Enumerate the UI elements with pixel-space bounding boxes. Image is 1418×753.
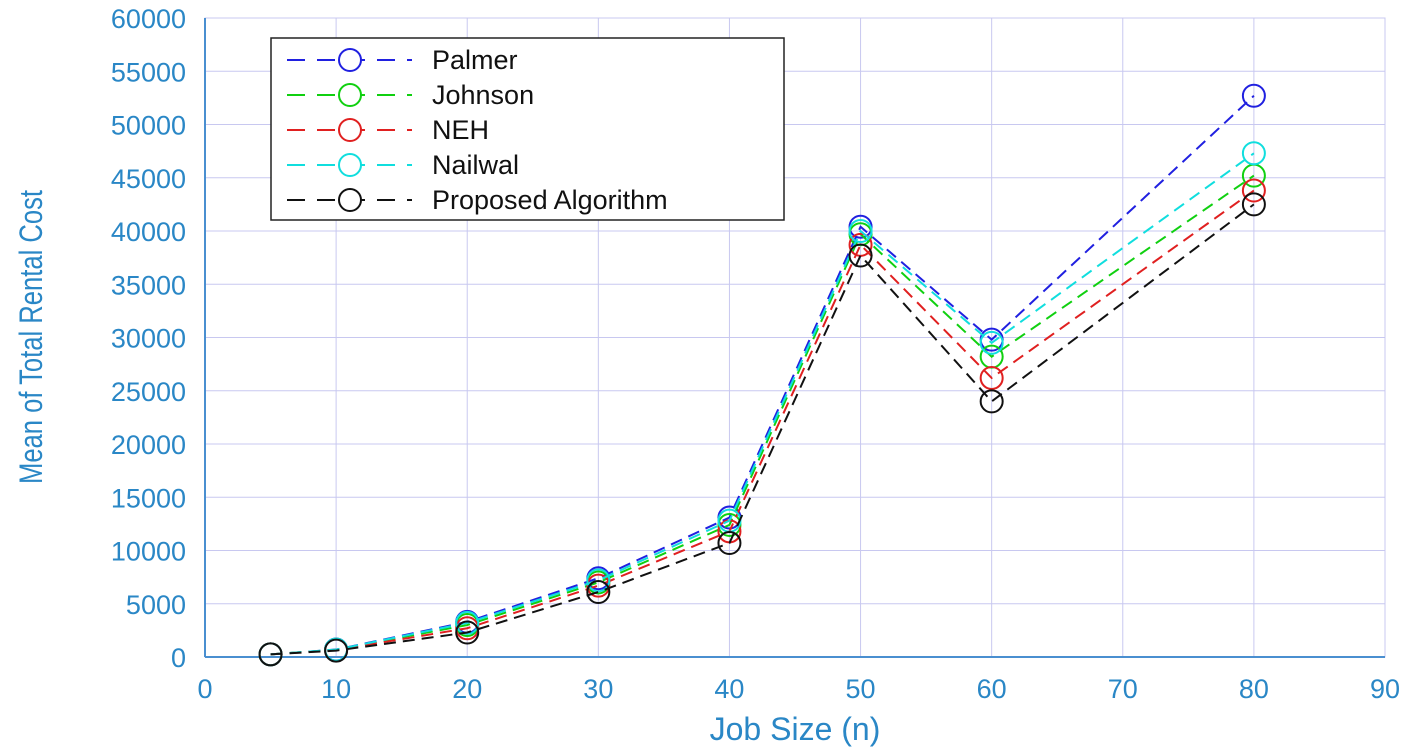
legend-label: Palmer [432, 45, 518, 75]
y-tick-labels: 0 5000 10000 15000 20000 25000 30000 35000 40000… [111, 4, 186, 673]
legend-entry: Nailwal [287, 150, 519, 180]
legend: Palmer Johnson NEH Nailwal Proposed Algorith… [270, 37, 785, 221]
x-tick-label: 90 [1370, 674, 1400, 704]
series-johnson [258, 163, 1266, 667]
y-tick-label: 5000 [126, 590, 186, 620]
legend-entry: Proposed Algorithm [287, 185, 668, 215]
series-line [270, 95, 1255, 656]
x-tick-label: 10 [321, 674, 351, 704]
series-line [270, 203, 1255, 656]
x-tick-label: 20 [452, 674, 482, 704]
x-tick-label: 70 [1108, 674, 1138, 704]
x-tick-label: 30 [583, 674, 613, 704]
data-point [455, 620, 480, 645]
x-tick-label: 80 [1239, 674, 1269, 704]
legend-label: NEH [432, 115, 489, 145]
data-point [1241, 178, 1266, 203]
y-tick-label: 35000 [111, 270, 186, 300]
y-tick-label: 45000 [111, 164, 186, 194]
legend-label: Proposed Algorithm [432, 185, 668, 215]
data-point [1241, 141, 1266, 166]
legend-entry: Johnson [287, 80, 534, 110]
y-tick-label: 0 [171, 643, 186, 673]
data-point [586, 573, 611, 598]
data-point [1241, 192, 1266, 217]
legend-marker [338, 153, 362, 177]
series-line [270, 152, 1255, 656]
series-line [270, 189, 1255, 656]
y-tick-label: 10000 [111, 537, 186, 567]
y-tick-label: 55000 [111, 57, 186, 87]
series-neh [258, 178, 1266, 667]
data-point [979, 389, 1004, 414]
data-point [586, 568, 611, 593]
data-point [717, 531, 742, 556]
data-point [586, 580, 611, 605]
y-tick-label: 25000 [111, 377, 186, 407]
y-tick-label: 30000 [111, 324, 186, 354]
data-point [258, 642, 283, 667]
legend-marker [338, 83, 362, 107]
x-tick-labels: 0 10 20 30 40 50 60 70 80 90 [197, 674, 1400, 704]
data-point [455, 610, 480, 635]
y-tick-label: 60000 [111, 4, 186, 34]
x-tick-label: 0 [197, 674, 212, 704]
x-tick-label: 50 [846, 674, 876, 704]
legend-marker [338, 118, 362, 142]
y-axis-label: Mean of Total Rental Cost [14, 190, 49, 484]
data-point [848, 219, 873, 243]
y-tick-label: 15000 [111, 483, 186, 513]
legend-entry: Palmer [287, 45, 518, 75]
x-tick-label: 40 [714, 674, 744, 704]
legend-label: Johnson [432, 80, 534, 110]
series-lines [258, 83, 1266, 667]
x-tick-label: 60 [977, 674, 1007, 704]
legend-marker [338, 188, 362, 212]
x-axis-label: Job Size (n) [710, 711, 881, 747]
data-point [1241, 83, 1266, 108]
legend-entry: NEH [287, 115, 489, 145]
y-tick-label: 50000 [111, 111, 186, 141]
data-point [979, 365, 1004, 390]
legend-marker [338, 48, 362, 72]
y-tick-label: 20000 [111, 430, 186, 460]
legend-label: Nailwal [432, 150, 519, 180]
y-tick-label: 40000 [111, 217, 186, 247]
series-line [270, 174, 1255, 656]
data-point [848, 243, 873, 268]
series-proposed-algorithm [258, 192, 1266, 667]
data-point [324, 638, 349, 663]
data-point [979, 330, 1004, 355]
